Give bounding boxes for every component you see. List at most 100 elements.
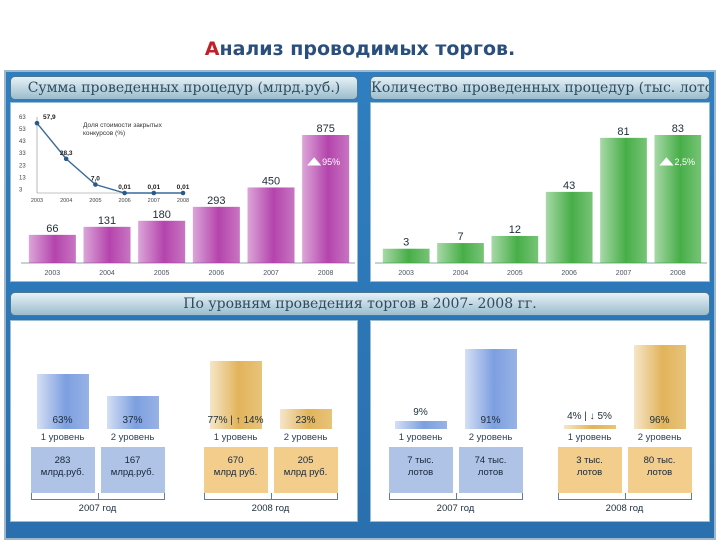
year-bracket: [388, 499, 523, 500]
title-rest: нализ проводимых торгов.: [219, 38, 516, 60]
year-bracket-tick: [388, 493, 390, 499]
level-name: 2 уровень: [110, 432, 155, 443]
year-bracket-tick: [690, 493, 692, 499]
bar-2005: [138, 220, 186, 263]
growth-pct: 95%: [322, 157, 340, 167]
level-value-box: 167 млрд.руб.: [100, 447, 165, 493]
year-label: 2008 год: [605, 503, 644, 514]
bar-2003: [382, 248, 430, 263]
level-value-box: 7 тыс. лотов: [388, 447, 453, 493]
point-2003: [34, 120, 40, 126]
sum-chart-panel: 66 2003 131 2004 180 2005 293 2006 450 2007 875 200…: [10, 102, 358, 282]
inset-x-tick-2006: 2006: [118, 198, 130, 204]
year-label: 2007 год: [436, 503, 475, 514]
title-first-letter: А: [204, 38, 220, 60]
inset-x-tick-2007: 2007: [148, 198, 160, 204]
y-tick-63: 63: [19, 115, 26, 121]
point-2008: [180, 190, 186, 196]
y-tick-33: 33: [19, 151, 26, 157]
bar-2003: [28, 234, 76, 263]
level-pct: 37%: [122, 415, 143, 426]
y-tick-53: 53: [19, 127, 26, 133]
closed-tenders-inset: 63 53 43 33 23 13 3 57,9 2003 28,3 2004 7,0 2005 0,01…: [17, 109, 193, 221]
bar-label-2005: 12: [509, 224, 521, 236]
level-value: 3 тыс.: [576, 455, 603, 466]
bar-2006: [545, 191, 593, 263]
point-2004: [63, 156, 69, 162]
inset-x-tick-2003: 2003: [31, 198, 43, 204]
y-tick-23: 23: [19, 163, 26, 169]
year-bracket-tick: [163, 493, 165, 499]
level-name: 1 уровень: [567, 432, 612, 443]
year-bracket-tick: [30, 493, 32, 499]
level-bar-0-0: [36, 373, 89, 429]
slide-title: Анализ проводимых торгов.: [0, 38, 720, 60]
x-tick-2007: 2007: [616, 270, 632, 277]
point-2006: [122, 190, 127, 196]
bar-label-2006: 293: [207, 195, 225, 207]
sum-bar-chart: 66 2003 131 2004 180 2005 293 2006 450 2007 875 200…: [21, 123, 355, 277]
level-name: 2 уровень: [468, 432, 513, 443]
header-sum: Сумма проведенных процедур (млрд.руб.): [10, 76, 358, 100]
y-tick-13: 13: [19, 175, 26, 181]
level-name: 1 уровень: [398, 432, 443, 443]
level-value: 670: [227, 455, 244, 466]
level-value-box: 670 млрд руб.: [203, 447, 268, 493]
count-by-level-panel: 9% 1 уровень 7 тыс. лотов 91% 2 уровень 74 тыс…: [370, 320, 710, 522]
x-tick-2004: 2004: [453, 270, 469, 277]
year-bracket-tick: [203, 493, 205, 499]
closed-share-line-chart: 63 53 43 33 23 13 3 57,9 2003 28,3 2004 7,0 2005 0,01…: [19, 114, 190, 204]
growth-arrow-icon: [659, 157, 674, 166]
level-pct: 4% | ↓ 5%: [567, 411, 612, 422]
level-name: 2 уровень: [283, 432, 328, 443]
level-pct: 96%: [649, 415, 670, 426]
level-value-box: 283 млрд.руб.: [30, 447, 95, 493]
point-2005: [93, 182, 98, 187]
x-tick-2003: 2003: [45, 270, 61, 277]
level-name: 2 уровень: [637, 432, 682, 443]
bar-label-2005: 180: [152, 209, 170, 221]
bar-label-2007: 81: [617, 126, 629, 138]
level-value-unit: млрд руб.: [213, 467, 258, 478]
bar-2008: [302, 135, 350, 263]
count-bar-chart: 3 2003 7 2004 12 2005 43 2006 81 2007 83 2008 2,5%: [375, 123, 707, 277]
level-value-box: 3 тыс. лотов: [557, 447, 622, 493]
level-pct: 91%: [480, 415, 501, 426]
header-levels: По уровням проведения торгов в 2007- 200…: [10, 292, 710, 316]
level-value-box: 80 тыс. лотов: [627, 447, 692, 493]
bar-2008: [654, 135, 702, 263]
level-bar-0-1: [464, 348, 517, 429]
year-label: 2008 год: [251, 503, 290, 514]
point-label-2007: 0,01: [147, 184, 160, 191]
point-label-2004: 28,3: [60, 150, 73, 157]
level-value: 283: [54, 455, 71, 466]
x-tick-2005: 2005: [507, 270, 523, 277]
level-bar-1-1: [279, 408, 332, 429]
header-count: Количество проведенных процедур (тыс. ло…: [370, 76, 710, 100]
level-value-box: 205 млрд руб.: [273, 447, 338, 493]
level-bar-1-1: [633, 344, 686, 429]
x-tick-2007: 2007: [263, 270, 279, 277]
year-bracket: [203, 499, 338, 500]
level-value-unit: млрд.руб.: [110, 467, 155, 478]
bar-label-2006: 43: [563, 180, 575, 192]
year-bracket-tick: [455, 493, 457, 499]
bar-label-2008: 875: [316, 123, 334, 135]
x-tick-2006: 2006: [209, 270, 225, 277]
point-label-2003: 57,9: [43, 114, 56, 121]
level-value: 7 тыс.: [407, 455, 434, 466]
x-tick-2003: 2003: [398, 270, 414, 277]
level-bar-0-0: [394, 421, 447, 429]
x-tick-2006: 2006: [561, 270, 577, 277]
level-pct: 77% | ↑ 14%: [207, 415, 264, 426]
level-value-box: 74 тыс. лотов: [458, 447, 523, 493]
level-value: 205: [297, 455, 314, 466]
x-tick-2008: 2008: [318, 270, 334, 277]
year-bracket-tick: [624, 493, 626, 499]
x-tick-2005: 2005: [154, 270, 170, 277]
bar-label-2007: 450: [262, 175, 280, 187]
bar-label-2004: 7: [457, 231, 463, 243]
level-value: 74 тыс.: [474, 455, 507, 466]
bar-label-2003: 3: [403, 237, 409, 249]
level-pct: 23%: [295, 415, 316, 426]
